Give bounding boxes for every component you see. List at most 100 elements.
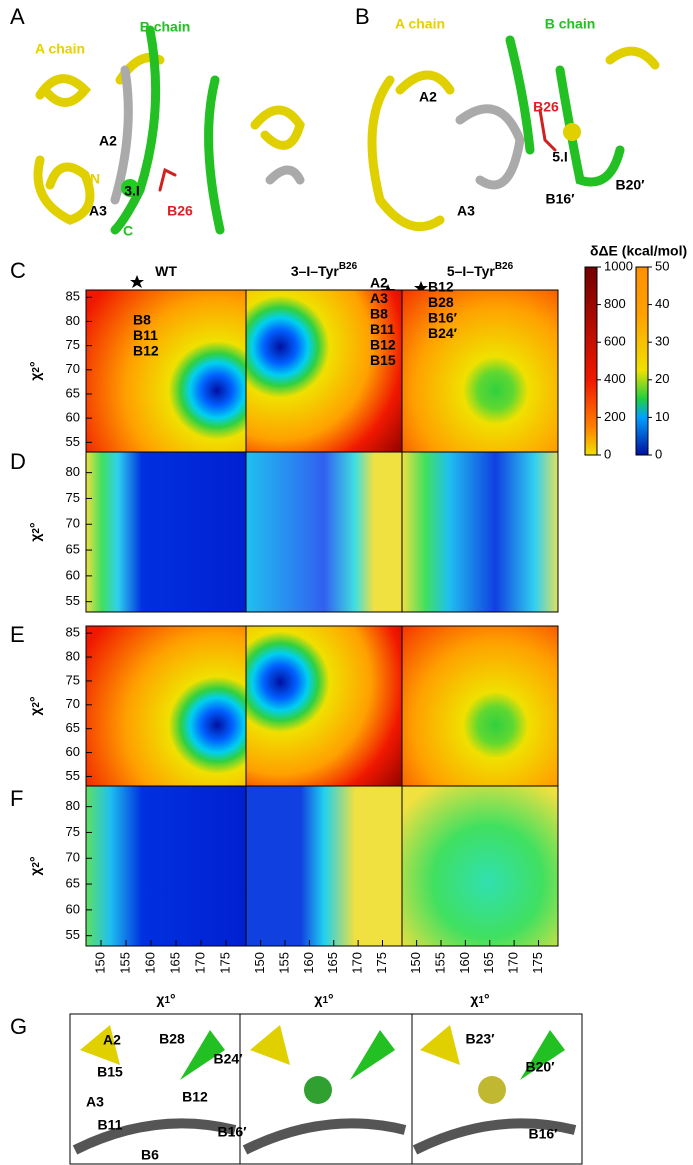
x-tick-label: 165 — [481, 952, 496, 974]
y-tick-label: 80 — [66, 464, 80, 479]
colorbar-tick-label: 200 — [604, 409, 626, 424]
structure-label: B chain — [545, 16, 596, 32]
structure-label: B26 — [167, 203, 193, 219]
residue-label: B24′ — [428, 325, 458, 341]
x-tick-label: 160 — [457, 952, 472, 974]
y-axis-label: χ2° — [27, 361, 43, 380]
x-axis-label-sub: 1 — [164, 995, 170, 1006]
structure-label: B28 — [159, 1031, 185, 1047]
x-axis-label-symbol: χ — [470, 991, 478, 1007]
colorbar-tick-label: 20 — [655, 371, 669, 386]
residue-label: B12 — [133, 343, 159, 359]
residue-label: A2 — [370, 275, 388, 291]
y-tick-label: 60 — [66, 744, 80, 759]
y-tick-label: 55 — [66, 768, 80, 783]
y-tick-label: 80 — [66, 648, 80, 663]
colorbar-tick-label: 10 — [655, 409, 669, 424]
colorbar-tick-label: 40 — [655, 296, 669, 311]
y-tick-label: 85 — [66, 625, 80, 640]
heatmap — [245, 451, 403, 613]
x-axis-label: χ1° — [314, 991, 333, 1007]
y-axis-label: χ2° — [27, 696, 43, 715]
y-axis-label-sub: 2 — [31, 702, 42, 708]
y-axis-label-sub: 2 — [31, 367, 42, 373]
y-tick-label: 55 — [66, 593, 80, 608]
x-tick-label: 165 — [167, 952, 182, 974]
molecule-a — [33, 25, 305, 235]
y-axis-label-unit: ° — [27, 361, 43, 367]
residue-label: B28 — [428, 294, 454, 310]
y-axis-label-unit: ° — [27, 696, 43, 702]
y-tick-label: 75 — [66, 824, 80, 839]
structure-label: B16′ — [528, 1126, 558, 1142]
column-name: WT — [155, 263, 177, 279]
x-tick-label: 155 — [432, 952, 447, 974]
structure-label: A chain — [35, 41, 85, 57]
structure-label: C — [123, 223, 133, 239]
x-tick-label: 160 — [301, 952, 316, 974]
structure-label: A2 — [103, 1032, 121, 1048]
colorbar-tick-label: 0 — [604, 446, 611, 461]
structure-label: A3 — [457, 203, 475, 219]
x-tick-label: 175 — [217, 952, 232, 974]
structure-label: B11 — [98, 1117, 123, 1133]
y-axis-label-symbol: χ — [27, 534, 43, 542]
y-axis-label-symbol: χ — [27, 708, 43, 716]
x-tick-label: 175 — [374, 952, 389, 974]
heatmap — [85, 785, 247, 947]
residue-label: B8 — [133, 312, 151, 328]
colorbar-tick-label: 0 — [655, 446, 662, 461]
heatmap — [85, 451, 247, 613]
x-axis-label-unit: ° — [484, 991, 490, 1007]
column-header: 3–I–TyrB26 — [291, 261, 358, 279]
colorbar-tick-label: 800 — [604, 296, 626, 311]
x-axis-label-unit: ° — [328, 991, 334, 1007]
heatmap — [85, 625, 247, 787]
structure-label: B16′ — [217, 1124, 247, 1140]
y-tick-label: 80 — [66, 798, 80, 813]
structure-label: 3.I — [124, 183, 140, 199]
x-axis-label-sub: 1 — [322, 995, 328, 1006]
x-tick-label: 150 — [92, 952, 107, 974]
x-axis-label: χ1° — [470, 991, 489, 1007]
structure-label: B24′ — [213, 1051, 243, 1067]
colorbar — [635, 266, 649, 456]
y-tick-label: 70 — [66, 361, 80, 376]
colorbar-tick-label: 30 — [655, 334, 669, 349]
y-tick-label: 60 — [66, 567, 80, 582]
heatmap — [401, 785, 559, 947]
y-tick-label: 65 — [66, 542, 80, 557]
x-tick-label: 170 — [350, 952, 365, 974]
structure-label: B chain — [140, 19, 191, 35]
colorbar-tick-label: 1000 — [604, 258, 633, 273]
y-tick-label: 55 — [66, 927, 80, 942]
residue-label: A3 — [370, 290, 388, 306]
y-tick-label: 55 — [66, 434, 80, 449]
panel-label: C — [10, 258, 26, 283]
y-axis-label-symbol: χ — [27, 868, 43, 876]
star — [130, 275, 144, 288]
panel-label: F — [10, 786, 23, 811]
x-axis-label-symbol: χ — [156, 991, 164, 1007]
y-axis-label-unit: ° — [27, 522, 43, 528]
colorbar-tick-label: 50 — [655, 258, 669, 273]
structure-label: B12 — [182, 1089, 208, 1105]
y-axis-label: χ2° — [27, 522, 43, 541]
structure-label: A3 — [89, 203, 107, 219]
colorbar — [584, 266, 598, 456]
panel-label: D — [10, 449, 26, 474]
x-tick-label: 175 — [530, 952, 545, 974]
y-axis-label-sub: 2 — [31, 862, 42, 868]
structure-label: B15 — [97, 1064, 123, 1080]
y-axis-label-symbol: χ — [27, 373, 43, 381]
y-tick-label: 65 — [66, 385, 80, 400]
y-tick-label: 60 — [66, 410, 80, 425]
y-axis-label: χ2° — [27, 856, 43, 875]
column-header: 5–I–TyrB26 — [447, 261, 514, 279]
heatmap — [401, 289, 559, 453]
x-tick-label: 155 — [276, 952, 291, 974]
residue-label: B8 — [370, 306, 388, 322]
structure-label: A chain — [395, 16, 445, 32]
